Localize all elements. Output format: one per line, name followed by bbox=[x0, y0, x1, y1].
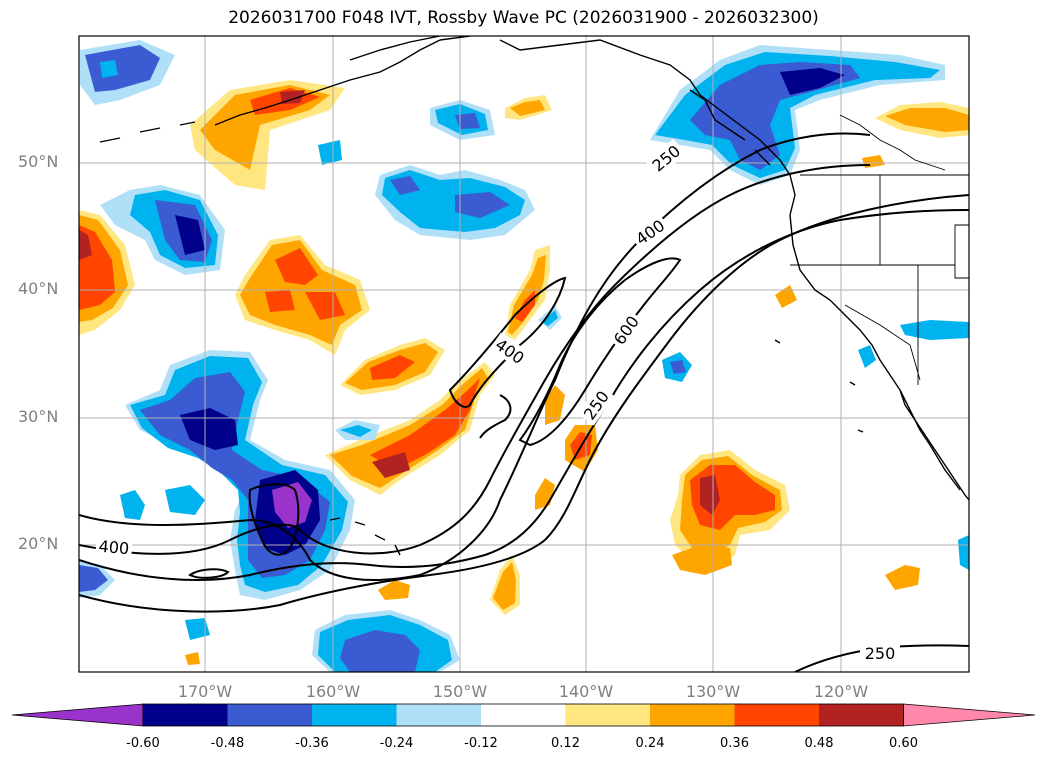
lon-label: 170°W bbox=[177, 682, 233, 701]
ivt-positive-region bbox=[370, 355, 415, 380]
ivt-negative-region bbox=[79, 565, 108, 592]
colorbar-segment bbox=[143, 704, 228, 726]
ivt-positive-region bbox=[700, 475, 720, 515]
ivt-negative-region bbox=[100, 60, 118, 78]
colorbar-tick-label: 0.24 bbox=[635, 736, 665, 751]
colorbar-tick-label: -0.48 bbox=[210, 736, 245, 751]
colorbar bbox=[11, 703, 1036, 727]
ivt-negative-region bbox=[858, 345, 876, 368]
lat-label: 40°N bbox=[18, 279, 59, 298]
lon-label: 160°W bbox=[305, 682, 361, 701]
ivt-positive-region bbox=[265, 290, 295, 312]
ivt-negative-region bbox=[165, 485, 205, 515]
ivt-negative-region bbox=[690, 62, 860, 170]
ivt-negative-region bbox=[272, 482, 312, 528]
colorbar-tick-label: 0.12 bbox=[551, 736, 580, 751]
ivt-negative-region bbox=[900, 320, 969, 340]
ivt-positive-region bbox=[372, 452, 410, 478]
colorbar-segment bbox=[481, 704, 566, 726]
colorbar-tick-label: -0.60 bbox=[126, 736, 160, 751]
map-title: 2026031700 F048 IVT, Rossby Wave PC (202… bbox=[228, 8, 819, 28]
lon-label: 130°W bbox=[685, 682, 741, 701]
ivt-positive-region bbox=[885, 108, 969, 132]
ivt-negative-region bbox=[340, 425, 372, 437]
map-panel: 250 400 600 400 250 400 250 bbox=[78, 35, 970, 673]
colorbar-segment bbox=[565, 704, 651, 726]
colorbar-tick-label: -0.36 bbox=[295, 736, 329, 751]
ivt-negative-region bbox=[455, 113, 480, 129]
ivt-negative-region bbox=[542, 310, 558, 326]
ivt-negative-region bbox=[175, 215, 205, 255]
lat-label: 50°N bbox=[18, 152, 59, 171]
colorbar-segment bbox=[312, 704, 397, 726]
ivt-negative-region bbox=[382, 170, 525, 232]
ivt-negative-region bbox=[780, 68, 845, 95]
ivt-negative-region bbox=[390, 176, 420, 195]
lon-label: 120°W bbox=[813, 682, 869, 701]
colorbar-tick-label: -0.12 bbox=[464, 736, 498, 751]
lat-label: 30°N bbox=[18, 407, 59, 426]
ivt-positive-region bbox=[330, 368, 488, 488]
ivt-positive-region bbox=[370, 378, 480, 470]
ivt-positive-region bbox=[885, 565, 920, 590]
colorbar-segment bbox=[227, 704, 313, 726]
ivt-positive-region bbox=[775, 285, 797, 308]
map-frame bbox=[78, 35, 970, 673]
contour-label: 250 bbox=[865, 644, 896, 663]
ivt-negative-region bbox=[85, 45, 160, 92]
coastline bbox=[99, 36, 969, 556]
colorbar-segment bbox=[650, 704, 735, 726]
colorbar-tick-label: 0.60 bbox=[889, 736, 918, 751]
colorbar-segment bbox=[819, 704, 904, 726]
ivt-positive-region bbox=[275, 248, 318, 285]
political-borders bbox=[790, 114, 969, 385]
ivt-negative-region bbox=[120, 490, 145, 520]
ivt-positive-region bbox=[305, 292, 345, 320]
colorbar-tick-label: -0.24 bbox=[379, 736, 414, 751]
colorbar-frame bbox=[142, 703, 904, 727]
lon-label: 150°W bbox=[432, 682, 488, 701]
ivt-positive-region bbox=[672, 545, 732, 575]
colorbar-tick-label: 0.36 bbox=[720, 736, 749, 751]
ivt-negative-region bbox=[185, 618, 210, 640]
ivt-positive-region bbox=[545, 385, 565, 425]
colorbar-extend-min bbox=[11, 703, 144, 727]
ivt-positive-region bbox=[378, 580, 410, 600]
colorbar-tick-label: 0.48 bbox=[804, 736, 834, 751]
lon-label: 140°W bbox=[558, 682, 614, 701]
colorbar-extend-max bbox=[903, 703, 1036, 727]
ivt-negative-region bbox=[340, 630, 420, 672]
contour-lines bbox=[79, 132, 969, 672]
ivt-positive-region bbox=[510, 100, 545, 116]
ivt-positive-region bbox=[185, 652, 200, 665]
colorbar-segment bbox=[396, 704, 482, 726]
ivt-positive-region bbox=[79, 230, 92, 260]
ivt-positive-region bbox=[493, 562, 516, 610]
ivt-positive-region bbox=[535, 478, 555, 510]
contour-label: 400 bbox=[98, 537, 130, 559]
ivt-negative-region bbox=[318, 140, 342, 165]
ivt-negative-region bbox=[670, 360, 686, 374]
ivt-negative-region bbox=[958, 535, 969, 570]
ivt-positive-region bbox=[240, 240, 362, 345]
ivt-negative-region bbox=[455, 192, 510, 218]
lat-label: 20°N bbox=[18, 534, 59, 553]
colorbar-segment bbox=[734, 704, 820, 726]
